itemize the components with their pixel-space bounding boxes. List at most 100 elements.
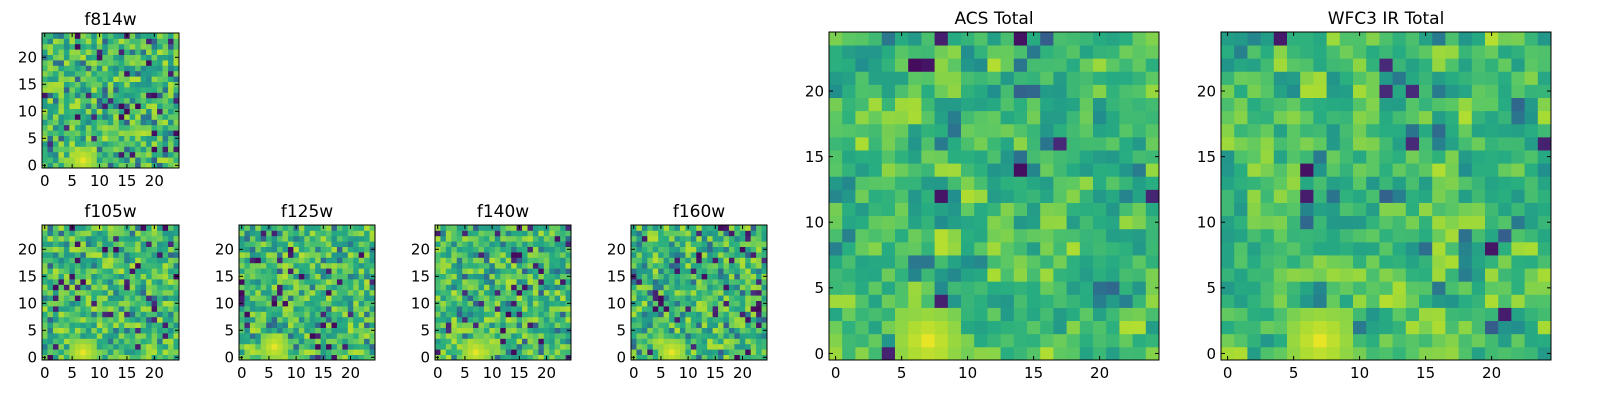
heatmap-cell <box>1221 71 1235 85</box>
heatmap-cell <box>756 333 762 339</box>
heatmap-cell <box>456 322 463 328</box>
heatmap-cell <box>1498 320 1512 335</box>
heatmap-cell <box>353 354 360 360</box>
heatmap-cell <box>249 268 256 274</box>
heatmap-cell <box>451 279 458 285</box>
heatmap-cell <box>369 268 375 274</box>
heatmap-cell <box>467 343 474 350</box>
heatmap-cell <box>1027 97 1041 112</box>
heatmap-cell <box>641 343 648 350</box>
heatmap-cell <box>543 241 550 247</box>
heatmap-cell <box>244 235 251 242</box>
y-tick-label: 10 <box>18 295 37 313</box>
heatmap-cell <box>723 257 730 264</box>
heatmap-cell <box>336 306 343 312</box>
y-tick-label: 20 <box>215 241 234 259</box>
heatmap-cell <box>162 354 169 360</box>
heatmap-cell <box>249 306 256 312</box>
heatmap-cell <box>756 295 762 301</box>
heatmap-cell <box>364 333 370 339</box>
heatmap-cell <box>1145 84 1159 98</box>
heatmap-cell <box>309 306 316 312</box>
heatmap-cell <box>47 327 54 334</box>
heatmap-cell <box>1405 163 1420 177</box>
heatmap-cell <box>647 268 654 274</box>
heatmap-cell <box>58 103 65 109</box>
heatmap-cell <box>701 300 708 307</box>
heatmap-cell <box>1221 333 1235 348</box>
heatmap-cell <box>364 327 370 334</box>
heatmap-cell <box>1353 189 1367 203</box>
x-tick-label: 0 <box>831 364 841 382</box>
heatmap-cell <box>1234 346 1248 360</box>
heatmap-cell <box>478 333 485 339</box>
heatmap-cell <box>69 54 76 61</box>
heatmap-cell <box>63 257 70 264</box>
heatmap-cell <box>641 262 648 269</box>
heatmap-cell <box>1273 307 1288 322</box>
heatmap-cell <box>1053 71 1067 85</box>
heatmap-cell <box>107 279 114 285</box>
heatmap-cell <box>80 333 87 339</box>
heatmap-cell <box>1093 150 1107 164</box>
heatmap-cell <box>293 343 300 350</box>
heatmap-cell <box>1511 123 1525 138</box>
heatmap-cell <box>129 295 136 301</box>
heatmap-cell <box>369 295 375 301</box>
heatmap-cell <box>255 273 262 280</box>
heatmap-cell <box>674 252 681 258</box>
heatmap-cell <box>96 284 103 291</box>
heatmap-cell <box>96 92 103 99</box>
heatmap-cell <box>1027 346 1041 360</box>
heatmap-cell <box>63 87 70 93</box>
heatmap-cell <box>271 343 278 350</box>
heatmap-cell <box>855 241 869 256</box>
heatmap-cell <box>1119 281 1133 295</box>
heatmap-cell <box>282 252 289 258</box>
heatmap-cell <box>309 241 316 247</box>
heatmap-cell <box>701 354 708 360</box>
heatmap-cell <box>961 333 975 348</box>
heatmap-cell <box>500 327 507 334</box>
heatmap-cell <box>543 262 550 269</box>
heatmap-cell <box>162 306 169 312</box>
heatmap-cell <box>921 71 935 85</box>
heatmap-cell <box>1524 346 1539 360</box>
heatmap-cell <box>74 306 81 312</box>
heatmap-cell <box>1260 215 1275 230</box>
heatmap-cell <box>162 70 169 77</box>
heatmap-cell <box>173 146 179 153</box>
heatmap-cell <box>146 60 152 66</box>
heatmap-cell <box>151 119 158 126</box>
heatmap-cell <box>1000 333 1015 348</box>
heatmap-cell <box>1537 320 1551 335</box>
heatmap-cell <box>921 123 935 138</box>
heatmap-cell <box>1405 320 1420 335</box>
heatmap-cell <box>1300 123 1314 138</box>
heatmap-cell <box>353 289 360 296</box>
heatmap-cell <box>440 300 447 307</box>
heatmap-cell <box>532 230 539 237</box>
heatmap-cell <box>1524 58 1539 72</box>
heatmap-cell <box>118 97 125 104</box>
heatmap-cell <box>908 176 922 190</box>
heatmap-cell <box>239 279 245 285</box>
heatmap-cell <box>1013 32 1028 46</box>
heatmap-cell <box>293 289 300 296</box>
heatmap-cell <box>489 333 496 339</box>
heatmap-cell <box>151 130 158 136</box>
heatmap-cell <box>679 349 686 355</box>
heatmap-cell <box>1326 84 1341 98</box>
heatmap-cell <box>532 316 539 323</box>
heatmap-cell <box>868 320 883 335</box>
heatmap-cell <box>868 58 883 72</box>
heatmap-cell <box>1471 45 1486 59</box>
heatmap-cell <box>505 268 512 274</box>
heatmap-cell <box>336 262 343 269</box>
heatmap-cell <box>52 273 59 280</box>
heatmap-cell <box>74 60 81 66</box>
heatmap-cell <box>1458 281 1473 295</box>
heatmap-cell <box>718 279 724 285</box>
heatmap-cell <box>1247 163 1261 177</box>
